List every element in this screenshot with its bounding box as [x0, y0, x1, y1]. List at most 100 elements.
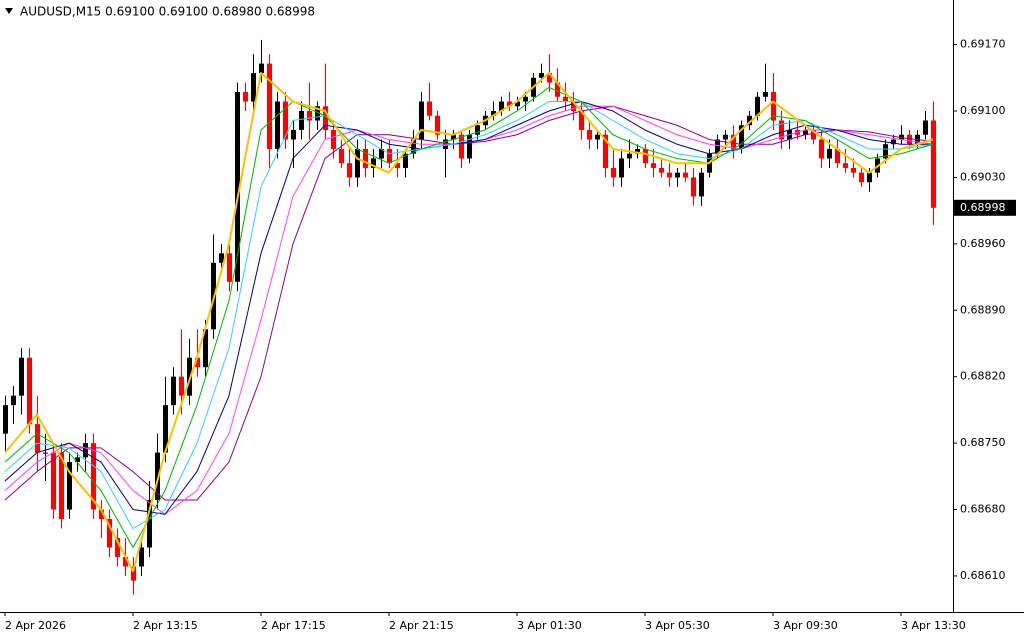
candle-body [899, 134, 904, 140]
candle-body [131, 566, 136, 581]
candle-body [539, 73, 544, 78]
y-tick-label: 0.68960 [960, 237, 1006, 250]
x-tick-label: 3 Apr 05:30 [645, 619, 710, 632]
candle-body [523, 96, 528, 102]
candle-body [739, 125, 744, 149]
moving-average [4, 105, 934, 501]
candle-body [867, 172, 872, 183]
candle-body [51, 452, 56, 510]
candle-body [179, 376, 184, 396]
candle-body [587, 129, 592, 140]
candle-body [283, 101, 288, 140]
candle-body [643, 148, 648, 164]
candle-body [227, 253, 232, 282]
candle-body [435, 115, 440, 135]
candle-body [43, 452, 48, 454]
candle-body [571, 101, 576, 112]
x-tick-label: 2 Apr 17:15 [261, 619, 326, 632]
candle-body [75, 457, 80, 463]
candle-body [635, 148, 640, 154]
moving-average [4, 86, 934, 548]
candle-body [491, 111, 496, 116]
x-tick-label: 2 Apr 21:15 [389, 619, 454, 632]
candle-body [755, 96, 760, 116]
y-tick-label: 0.68890 [960, 303, 1006, 316]
candle-body [459, 134, 464, 159]
candle-body [595, 134, 600, 140]
candle-body [3, 405, 8, 434]
candle-body [763, 92, 768, 97]
candle-body [699, 172, 704, 197]
y-tick-label: 0.68680 [960, 503, 1006, 516]
candle-body [835, 148, 840, 164]
menu-arrow[interactable] [5, 8, 13, 14]
x-tick-label: 2 Apr 2026 [5, 619, 66, 632]
candle-body [27, 357, 32, 425]
candle-body [931, 120, 936, 208]
candle-body [851, 167, 856, 173]
candle-body [243, 92, 248, 102]
moving-average [4, 72, 934, 573]
candle-body [563, 96, 568, 102]
candle-body [811, 129, 816, 140]
candle-body [667, 172, 672, 178]
candle-body [395, 163, 400, 168]
moving-average [4, 101, 933, 515]
candle-body [251, 73, 256, 102]
candle-body [203, 329, 208, 368]
candle-body [267, 63, 272, 149]
candle-body [507, 101, 512, 107]
moving-average [4, 101, 934, 530]
candle-body [779, 120, 784, 140]
candle-body [843, 163, 848, 168]
last-price-label: 0.68998 [960, 201, 1006, 214]
y-tick-label: 0.69030 [960, 170, 1006, 183]
candle-body [659, 167, 664, 173]
candle-body [451, 134, 456, 140]
x-tick-label: 3 Apr 13:30 [901, 619, 966, 632]
candle-body [323, 106, 328, 130]
y-tick-label: 0.69170 [960, 38, 1006, 51]
y-tick-label: 0.68820 [960, 370, 1006, 383]
candle-body [627, 153, 632, 159]
candle-body [219, 253, 224, 263]
candle-body [547, 73, 552, 83]
candle-body [499, 101, 504, 112]
candle-body [155, 452, 160, 501]
candle-body [371, 158, 376, 168]
candle-body [115, 537, 120, 557]
candle-body [355, 148, 360, 178]
candle-body [171, 376, 176, 406]
candle-body [467, 134, 472, 159]
candle-body [195, 357, 200, 368]
candle-body [11, 395, 16, 406]
candle-body [379, 148, 384, 159]
candle-body [275, 101, 280, 149]
candle-body [715, 139, 720, 154]
candle-body [419, 101, 424, 140]
candle-body [611, 167, 616, 178]
candle-body [675, 172, 680, 178]
last-price-box [954, 199, 1016, 216]
candle-body [819, 139, 824, 159]
candle-body [99, 509, 104, 520]
plot-area [3, 39, 936, 595]
candle-body [691, 177, 696, 197]
candle-body [747, 115, 752, 126]
candle-body [259, 63, 264, 74]
candle-body [35, 424, 40, 453]
candle-body [307, 111, 312, 121]
candle-body [619, 158, 624, 178]
candle-body [315, 106, 320, 121]
candle-body [339, 148, 344, 164]
candle-body [731, 134, 736, 149]
candle-body [411, 139, 416, 154]
candle-body [803, 129, 808, 135]
candle-body [91, 443, 96, 510]
x-tick-label: 2 Apr 13:15 [133, 619, 198, 632]
candle-body [387, 148, 392, 164]
candle-body [827, 148, 832, 159]
y-tick-label: 0.68610 [960, 569, 1006, 582]
